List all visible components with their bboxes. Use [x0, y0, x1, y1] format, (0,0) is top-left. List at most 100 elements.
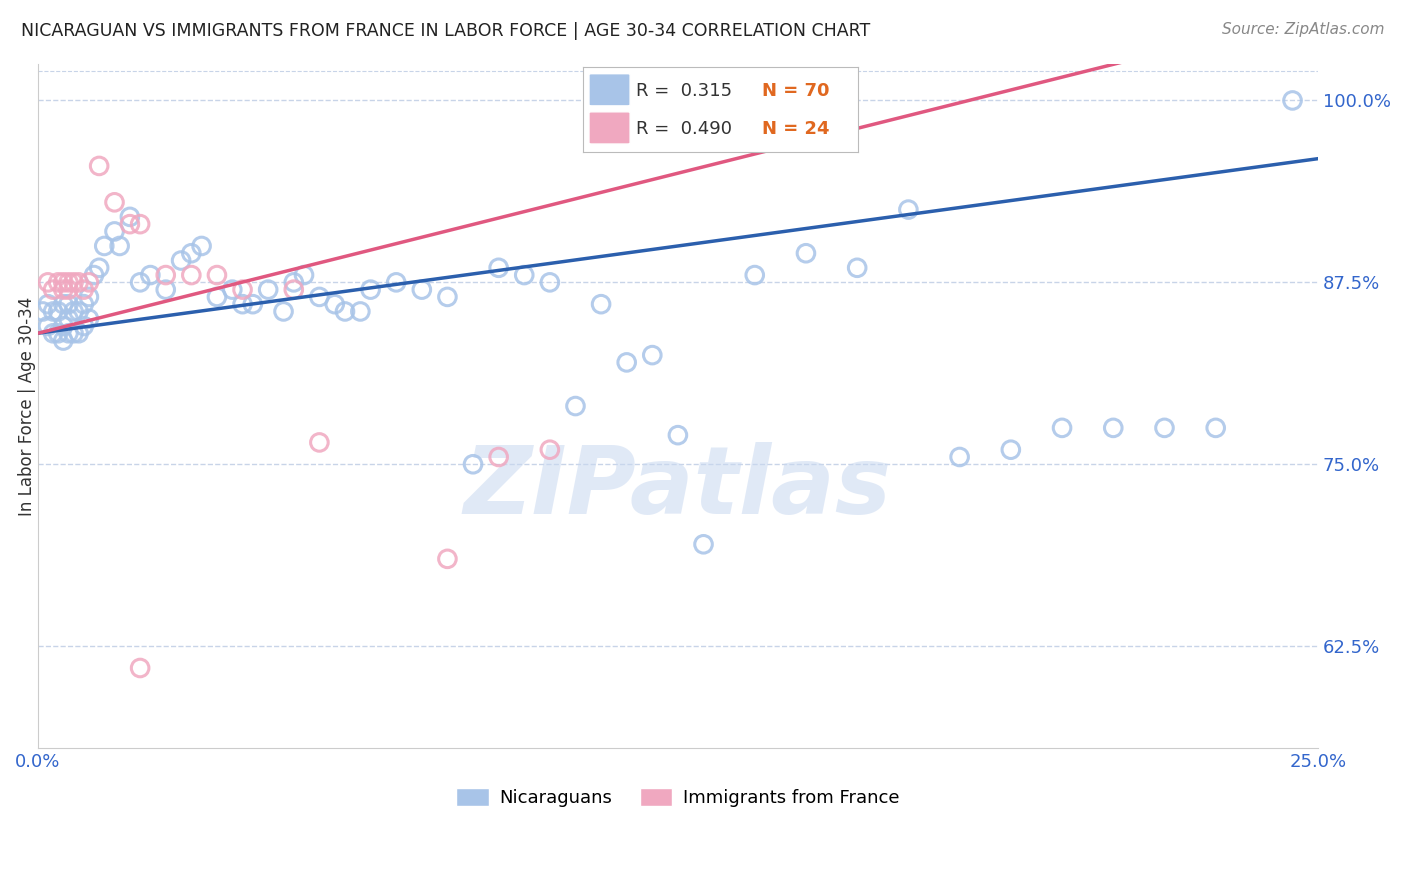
Text: Source: ZipAtlas.com: Source: ZipAtlas.com: [1222, 22, 1385, 37]
Point: [155, 268, 177, 282]
Point: [411, 283, 433, 297]
Point: [108, 239, 131, 253]
Point: [190, 239, 212, 253]
Point: [385, 276, 408, 290]
Point: [180, 246, 202, 260]
Point: [77, 290, 100, 304]
Point: [42, 326, 65, 341]
Point: [1000, 442, 1022, 457]
Point: [103, 195, 125, 210]
Point: [488, 260, 510, 275]
Point: [62, 304, 84, 318]
Point: [155, 283, 177, 297]
Point: [205, 290, 228, 304]
Point: [360, 283, 382, 297]
Point: [67, 304, 90, 318]
Point: [283, 283, 305, 297]
Point: [58, 311, 80, 326]
Point: [513, 268, 536, 282]
Point: [949, 450, 972, 464]
Point: [1281, 94, 1303, 108]
Point: [323, 297, 346, 311]
Point: [221, 283, 243, 297]
Point: [93, 239, 115, 253]
Y-axis label: In Labor Force | Age 30-34: In Labor Force | Age 30-34: [18, 296, 35, 516]
Point: [77, 311, 100, 326]
Point: [1050, 421, 1073, 435]
Point: [52, 283, 75, 297]
FancyBboxPatch shape: [589, 112, 630, 144]
Point: [1205, 421, 1227, 435]
Point: [73, 318, 96, 333]
Point: [42, 283, 65, 297]
FancyBboxPatch shape: [589, 74, 630, 106]
Point: [83, 268, 105, 282]
Point: [292, 268, 315, 282]
Point: [205, 268, 228, 282]
Point: [77, 276, 100, 290]
Point: [308, 435, 330, 450]
Text: N = 24: N = 24: [762, 120, 830, 137]
Text: R =  0.315: R = 0.315: [636, 82, 731, 100]
Point: [58, 276, 80, 290]
Point: [73, 297, 96, 311]
Point: [73, 283, 96, 297]
Point: [846, 260, 869, 275]
Point: [283, 276, 305, 290]
Point: [58, 326, 80, 341]
Point: [461, 457, 484, 471]
Point: [436, 552, 458, 566]
Point: [89, 159, 111, 173]
Point: [37, 318, 59, 333]
Point: [62, 326, 84, 341]
Point: [692, 537, 714, 551]
Point: [591, 297, 613, 311]
Point: [180, 268, 202, 282]
Point: [58, 297, 80, 311]
Point: [31, 304, 53, 318]
Point: [616, 355, 638, 369]
Point: [538, 442, 561, 457]
Point: [232, 297, 254, 311]
Point: [1153, 421, 1175, 435]
Point: [129, 276, 152, 290]
Point: [744, 268, 766, 282]
Point: [67, 326, 90, 341]
Point: [89, 260, 111, 275]
Point: [564, 399, 586, 413]
Point: [52, 334, 75, 348]
Point: [52, 297, 75, 311]
Legend: Nicaraguans, Immigrants from France: Nicaraguans, Immigrants from France: [449, 780, 907, 814]
Point: [129, 661, 152, 675]
Point: [42, 304, 65, 318]
Point: [641, 348, 664, 362]
Point: [488, 450, 510, 464]
Point: [46, 326, 69, 341]
Point: [666, 428, 689, 442]
Point: [52, 318, 75, 333]
Point: [103, 224, 125, 238]
Point: [308, 290, 330, 304]
Point: [118, 217, 141, 231]
Point: [62, 276, 84, 290]
Point: [37, 297, 59, 311]
Text: R =  0.490: R = 0.490: [636, 120, 731, 137]
Point: [538, 276, 561, 290]
Text: NICARAGUAN VS IMMIGRANTS FROM FRANCE IN LABOR FORCE | AGE 30-34 CORRELATION CHAR: NICARAGUAN VS IMMIGRANTS FROM FRANCE IN …: [21, 22, 870, 40]
Point: [129, 217, 152, 231]
Point: [1102, 421, 1125, 435]
Point: [58, 283, 80, 297]
Point: [139, 268, 162, 282]
Point: [436, 290, 458, 304]
Point: [118, 210, 141, 224]
Point: [242, 297, 264, 311]
Point: [257, 283, 280, 297]
Point: [897, 202, 920, 217]
Point: [37, 276, 59, 290]
Point: [333, 304, 356, 318]
Point: [273, 304, 295, 318]
Point: [46, 276, 69, 290]
Text: N = 70: N = 70: [762, 82, 830, 100]
Point: [794, 246, 817, 260]
Text: ZIPatlas: ZIPatlas: [464, 442, 891, 534]
